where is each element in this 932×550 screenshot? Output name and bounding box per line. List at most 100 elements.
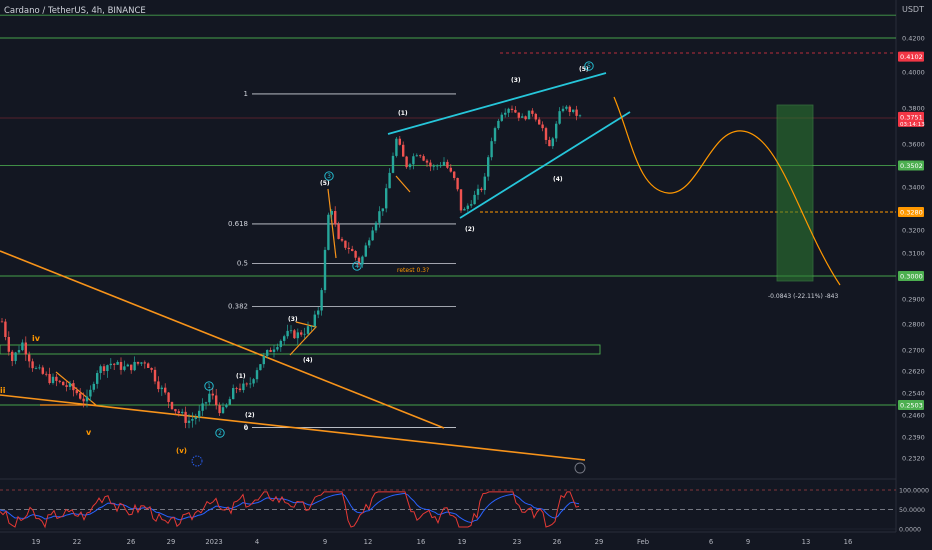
- wave-circle: [352, 261, 362, 271]
- candles: [0, 105, 582, 429]
- candle-body: [330, 211, 333, 215]
- candle-body: [204, 402, 208, 404]
- candle-body: [517, 112, 520, 118]
- candle-body: [167, 392, 170, 403]
- candle-body: [153, 369, 157, 382]
- projection-path: [613, 96, 841, 286]
- candle-body: [109, 363, 112, 366]
- candle-body: [72, 383, 75, 391]
- price-tick-label: 0.3100: [902, 250, 925, 258]
- price-tick-label: 0.2460: [902, 412, 925, 420]
- candle-body: [262, 355, 265, 365]
- news-marker: [574, 462, 586, 474]
- price-tick-label: 0.3600: [902, 141, 925, 149]
- candle-body: [561, 108, 565, 112]
- wave-label: 3: [327, 173, 331, 180]
- price-tick-label: 0.2540: [902, 390, 925, 398]
- candle-body: [351, 248, 354, 252]
- candle-body: [157, 381, 160, 390]
- candle-body: [194, 417, 197, 419]
- candle-body: [521, 116, 524, 118]
- candle-body: [466, 205, 469, 209]
- time-axis: 19 22 26 29 2023 4 9 12 16 19 23 26 29 Feb 6 9 13 16: [0, 531, 896, 546]
- candle-body: [327, 214, 330, 250]
- candle-body: [164, 387, 167, 393]
- candle-body: [388, 172, 391, 189]
- candle-body: [514, 109, 517, 113]
- wave-label: (5): [320, 180, 330, 187]
- candle-body: [340, 238, 344, 241]
- candle-body: [395, 138, 398, 156]
- price-tick-label: 0.2620: [902, 368, 925, 376]
- candle-body: [334, 211, 337, 225]
- event-marker: [191, 455, 203, 467]
- candle-body: [17, 350, 21, 353]
- channel-upper-line: [387, 72, 607, 135]
- time-tick-label: 9: [323, 538, 327, 546]
- candle-body: [436, 165, 439, 167]
- candle-body: [541, 124, 544, 129]
- candle-body: [456, 177, 459, 190]
- candle-body: [283, 336, 286, 341]
- time-tick-label: 29: [595, 538, 604, 546]
- candle-body: [143, 362, 146, 364]
- price-tick-label: 0.4000: [902, 69, 925, 77]
- candle-body: [51, 376, 55, 384]
- candle-body: [55, 376, 58, 381]
- candle-body: [174, 409, 177, 412]
- currency-label: USDT: [902, 5, 924, 14]
- retest-annotation: retest 0.3?: [397, 267, 429, 274]
- candle-body: [191, 418, 194, 421]
- candle-body: [289, 330, 293, 332]
- candle-body: [259, 364, 262, 371]
- candle-body: [412, 156, 415, 165]
- candle-body: [123, 366, 126, 370]
- price-tag: [898, 160, 924, 171]
- candle-body: [106, 365, 109, 372]
- price-tag-label: 0.3000: [900, 273, 923, 281]
- candle-body: [374, 222, 378, 231]
- wave-label: (2): [245, 412, 255, 419]
- candle-body: [531, 110, 534, 114]
- time-tick-label: 19: [458, 538, 467, 546]
- candle-body: [4, 321, 7, 337]
- candle-body: [296, 332, 299, 339]
- candle-body: [14, 352, 17, 361]
- candle-body: [79, 393, 82, 399]
- candle-body: [245, 383, 248, 385]
- wave-label: (v): [176, 447, 187, 455]
- horizontal-levels: [0, 14, 896, 406]
- candle-body: [160, 387, 163, 390]
- symbol-title: Cardano / TetherUS, 4h, BINANCE: [4, 6, 146, 16]
- candle-body: [357, 257, 361, 265]
- candle-body: [286, 330, 289, 337]
- candle-body: [500, 114, 503, 121]
- candle-body: [446, 161, 449, 168]
- wave-circle: [584, 61, 594, 71]
- candle-body: [48, 374, 51, 384]
- fib-level-label: 0.618: [228, 220, 248, 228]
- candle-body: [177, 411, 180, 414]
- candle-body: [272, 349, 276, 352]
- wave-labels: ivv(v)ii(1)(2)(3)(4)(5)(1)(2)(3)(4)(5)01…: [0, 61, 594, 474]
- candle-body: [425, 160, 429, 163]
- candle-body: [218, 405, 221, 414]
- candle-body: [242, 383, 245, 391]
- candle-body: [415, 155, 418, 157]
- osc-tick-label: 100.0000: [899, 488, 929, 495]
- candle-body: [228, 399, 231, 405]
- candle-body: [538, 119, 541, 125]
- candle-body: [572, 109, 575, 112]
- candle-body: [140, 362, 143, 364]
- price-tag: [898, 207, 924, 217]
- wave-label: (1): [398, 110, 408, 117]
- candle-body: [7, 336, 10, 352]
- price-tick-label: 0.3400: [902, 184, 925, 192]
- candle-body: [391, 155, 395, 173]
- candle-body: [310, 326, 313, 327]
- candle-body: [126, 364, 129, 367]
- candle-body: [238, 388, 242, 391]
- candle-body: [211, 393, 214, 396]
- candle-body: [184, 411, 187, 423]
